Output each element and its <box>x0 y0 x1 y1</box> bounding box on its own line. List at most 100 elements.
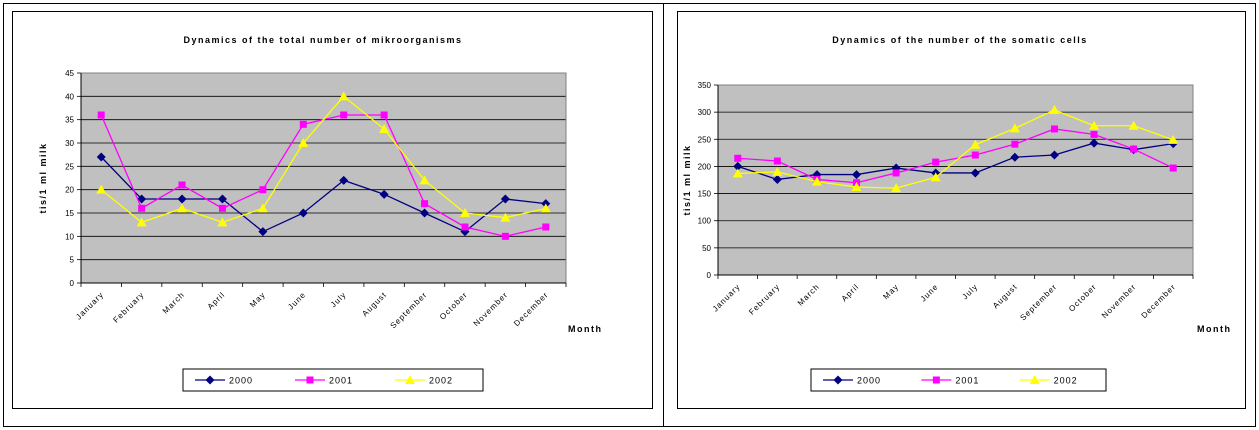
data-point-2001 <box>932 158 940 166</box>
plot-area <box>718 85 1193 275</box>
x-tick-label: June <box>286 290 307 311</box>
data-point-2000 <box>96 152 106 162</box>
data-point-2002 <box>811 176 822 186</box>
legend-marker-2001 <box>932 376 940 384</box>
x-tick-label: November <box>472 290 510 328</box>
series-line-2002 <box>100 95 546 224</box>
data-point-2001 <box>178 181 186 189</box>
legend-marker-2002 <box>1029 375 1040 384</box>
x-tick-label: October <box>1067 282 1098 313</box>
x-tick-label: September <box>1018 282 1058 322</box>
plot-area <box>81 73 566 283</box>
x-tick-label: July <box>960 282 979 301</box>
x-tick-label: December <box>512 290 550 328</box>
data-point-2000 <box>258 227 268 237</box>
series-2000 <box>96 152 551 237</box>
x-tick-label: May <box>248 290 267 309</box>
x-tick-label: October <box>438 290 469 321</box>
y-tick-label: 15 <box>65 209 74 218</box>
chart-title: Dynamics of the number of the somatic ce… <box>832 35 1088 45</box>
y-axis-label: tis/1 ml milk <box>38 142 48 213</box>
x-tick-label: February <box>747 282 782 317</box>
data-point-2002 <box>217 217 228 227</box>
series-2002 <box>96 91 551 227</box>
x-tick-label: January <box>74 290 105 321</box>
data-point-2000 <box>852 170 862 180</box>
data-point-2002 <box>338 91 349 101</box>
data-point-2002 <box>772 166 783 176</box>
legend-marker-2000 <box>205 375 215 385</box>
panel-divider <box>663 3 664 427</box>
data-point-2001 <box>971 151 979 159</box>
y-tick-label: 350 <box>698 81 712 90</box>
data-point-2001 <box>218 204 226 212</box>
legend-marker-2001 <box>306 376 314 384</box>
series-line-2002 <box>737 109 1174 189</box>
data-point-2002 <box>379 124 390 133</box>
data-point-2002 <box>136 217 147 227</box>
x-tick-label: November <box>1100 282 1138 320</box>
y-tick-label: 0 <box>70 279 75 288</box>
legend-label-2000: 2000 <box>229 376 253 386</box>
y-tick-label: 250 <box>698 135 712 144</box>
legend-label-2002: 2002 <box>1054 376 1078 386</box>
data-point-2001 <box>892 169 900 177</box>
y-tick-label: 150 <box>698 190 712 199</box>
chart-microorganisms: Dynamics of the total number of mikroorg… <box>38 35 603 392</box>
series-line-2000 <box>100 156 546 233</box>
y-tick-label: 40 <box>65 92 74 101</box>
legend-label-2001: 2001 <box>955 376 979 386</box>
x-tick-label: June <box>919 282 940 303</box>
x-tick-label: March <box>796 282 822 308</box>
data-point-2001 <box>259 186 267 194</box>
data-point-2001 <box>461 223 469 231</box>
data-point-2002 <box>732 168 743 178</box>
data-point-2002 <box>459 208 470 217</box>
x-tick-label: July <box>329 290 348 309</box>
data-point-2002 <box>970 139 981 149</box>
data-point-2001 <box>421 200 429 208</box>
legend-box <box>810 368 1107 392</box>
chart-title: Dynamics of the total number of mikroorg… <box>183 35 462 45</box>
data-point-2001 <box>1169 164 1177 172</box>
data-point-2001 <box>340 111 348 119</box>
y-tick-label: 50 <box>702 244 711 253</box>
x-tick-label: February <box>111 290 146 325</box>
x-axis-label: Month <box>568 324 603 334</box>
x-axis-label: Month <box>1197 324 1232 334</box>
data-point-2001 <box>299 120 307 128</box>
y-tick-label: 100 <box>698 217 712 226</box>
legend-marker-2000 <box>833 375 843 385</box>
data-point-2001 <box>138 204 146 212</box>
data-point-2002 <box>1089 120 1100 130</box>
y-tick-label: 300 <box>698 108 712 117</box>
data-point-2002 <box>500 212 511 222</box>
data-point-2000 <box>177 194 187 204</box>
legend-label-2002: 2002 <box>429 376 453 386</box>
data-point-2000 <box>1010 152 1020 162</box>
y-tick-label: 5 <box>70 256 75 265</box>
data-point-2001 <box>542 223 550 231</box>
series-2002 <box>732 104 1179 193</box>
y-tick-label: 45 <box>65 69 74 78</box>
outer-frame <box>3 3 1256 427</box>
x-tick-label: September <box>389 290 429 330</box>
data-point-2002 <box>257 203 268 213</box>
series-line-2000 <box>737 142 1174 181</box>
x-tick-label: April <box>206 290 227 311</box>
data-point-2001 <box>1130 145 1138 153</box>
y-tick-label: 200 <box>698 162 712 171</box>
data-point-2002 <box>298 138 309 147</box>
data-point-2002 <box>1009 123 1020 133</box>
legend-label-2000: 2000 <box>857 376 881 386</box>
data-point-2002 <box>851 182 862 192</box>
data-point-2001 <box>97 111 105 119</box>
series-line-2001 <box>737 128 1174 184</box>
chart-frame-microorganisms: Dynamics of the total number of mikroorg… <box>12 11 653 409</box>
data-point-2001 <box>773 157 781 165</box>
data-point-2000 <box>772 174 782 184</box>
data-point-2000 <box>500 194 510 204</box>
data-point-2001 <box>1050 125 1058 133</box>
chart-frame-somatic-cells: Dynamics of the number of the somatic ce… <box>677 11 1246 409</box>
x-tick-label: August <box>360 290 388 318</box>
